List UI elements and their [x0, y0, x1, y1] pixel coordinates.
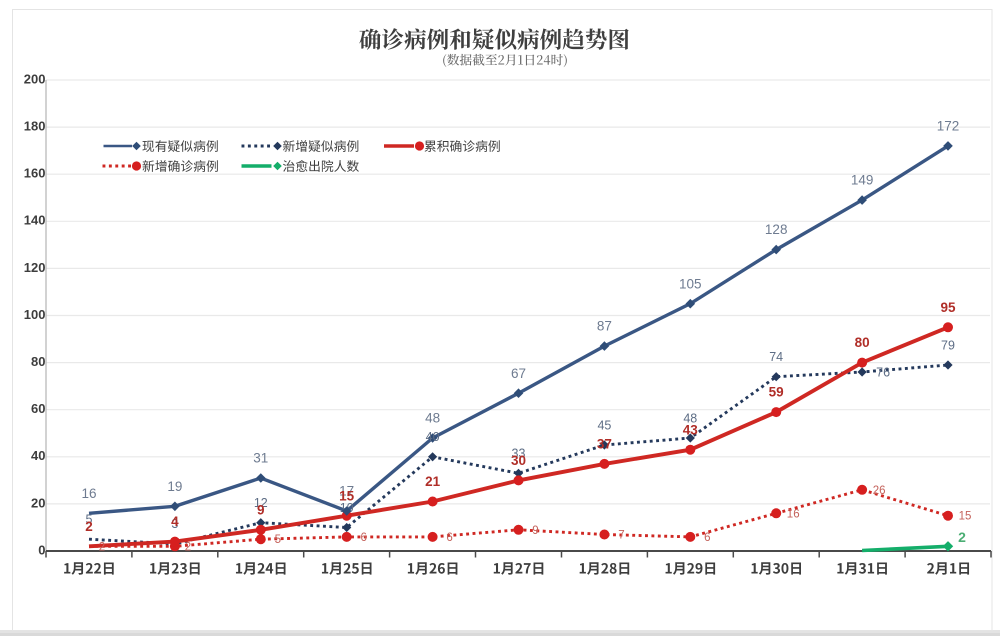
svg-text:6: 6	[704, 532, 710, 544]
svg-text:80: 80	[855, 335, 870, 350]
svg-text:30: 30	[511, 453, 526, 468]
svg-text:9: 9	[257, 502, 265, 517]
svg-text:2: 2	[185, 541, 191, 553]
svg-text:6: 6	[446, 532, 452, 544]
svg-text:19: 19	[167, 479, 182, 494]
svg-text:5: 5	[86, 512, 93, 526]
svg-text:149: 149	[851, 173, 874, 188]
svg-text:6: 6	[360, 532, 366, 544]
svg-text:60: 60	[31, 401, 45, 416]
svg-text:95: 95	[940, 300, 956, 315]
svg-text:37: 37	[597, 436, 612, 451]
svg-text:4: 4	[171, 514, 179, 529]
svg-text:20: 20	[31, 495, 45, 510]
svg-text:74: 74	[769, 350, 783, 364]
svg-text:100: 100	[24, 307, 46, 322]
svg-text:2: 2	[958, 529, 966, 545]
svg-text:7: 7	[618, 530, 624, 542]
svg-text:9: 9	[532, 525, 538, 537]
svg-text:59: 59	[769, 385, 784, 400]
svg-text:2: 2	[99, 541, 105, 553]
svg-text:200: 200	[24, 71, 46, 86]
svg-text:12: 12	[254, 496, 268, 510]
svg-text:87: 87	[597, 319, 612, 334]
svg-text:15: 15	[339, 488, 355, 503]
svg-text:2: 2	[85, 519, 93, 534]
svg-text:120: 120	[24, 260, 46, 275]
svg-text:15: 15	[959, 511, 972, 523]
svg-text:140: 140	[24, 213, 46, 228]
svg-text:17: 17	[339, 484, 354, 499]
svg-text:76: 76	[876, 365, 890, 379]
svg-text:33: 33	[512, 447, 526, 461]
svg-text:3: 3	[171, 517, 178, 531]
svg-text:31: 31	[253, 451, 268, 466]
svg-text:48: 48	[425, 411, 440, 426]
svg-text:40: 40	[426, 430, 440, 444]
svg-text:40: 40	[31, 448, 45, 463]
svg-text:26: 26	[873, 485, 886, 497]
svg-text:67: 67	[511, 366, 526, 381]
svg-text:48: 48	[683, 411, 697, 425]
svg-text:79: 79	[941, 338, 955, 352]
svg-text:5: 5	[275, 534, 281, 546]
svg-text:16: 16	[81, 486, 96, 501]
svg-text:43: 43	[683, 422, 699, 437]
svg-text:21: 21	[425, 474, 441, 489]
svg-text:180: 180	[24, 119, 46, 134]
svg-text:128: 128	[765, 222, 788, 237]
svg-text:45: 45	[597, 418, 611, 432]
svg-text:172: 172	[937, 118, 960, 133]
svg-text:0: 0	[38, 542, 45, 557]
svg-text:105: 105	[679, 276, 702, 291]
svg-text:16: 16	[787, 508, 800, 520]
svg-text:160: 160	[24, 166, 46, 181]
svg-text:80: 80	[31, 354, 45, 369]
